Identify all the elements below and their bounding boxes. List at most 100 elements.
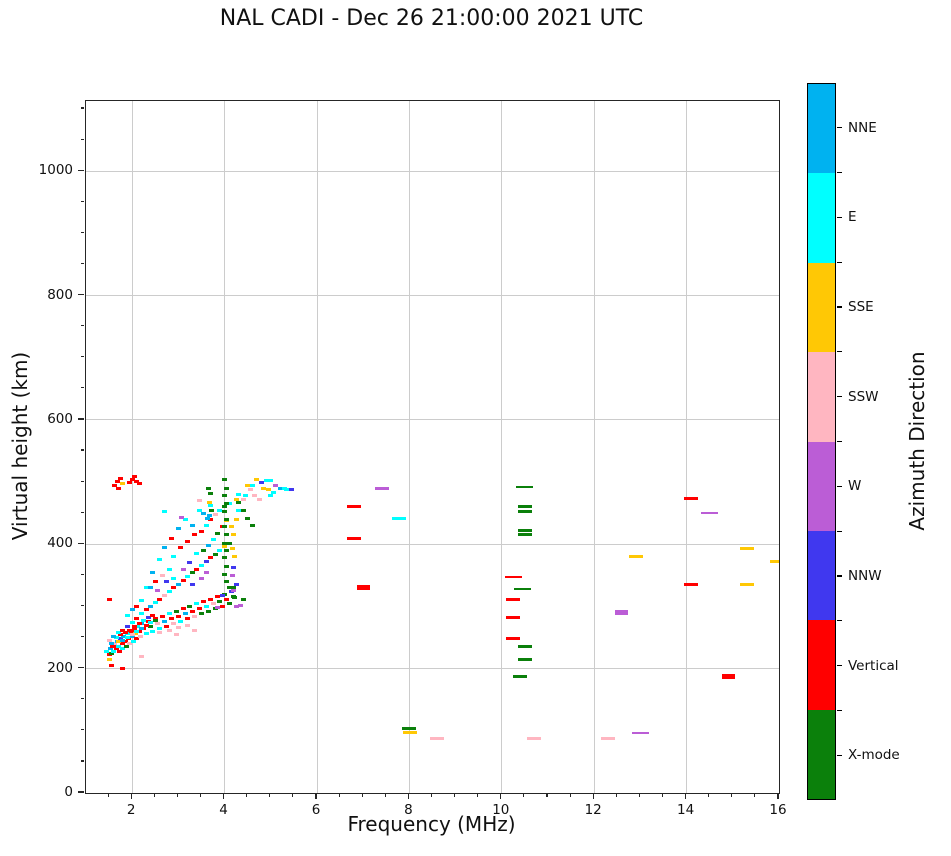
data-point: [116, 649, 122, 653]
data-point: [135, 624, 141, 628]
data-point: [189, 583, 195, 587]
colorbar-segment-vertical: [808, 620, 835, 710]
data-point: [157, 627, 163, 631]
colorbar-boundary-tick: [837, 261, 842, 263]
data-point: [166, 628, 172, 632]
data-point: [189, 571, 195, 575]
data-point: [263, 478, 269, 482]
x-tick-label: 6: [311, 802, 321, 818]
data-point: [222, 545, 228, 549]
data-point: [265, 488, 271, 492]
data-point: [517, 504, 532, 508]
data-point: [152, 618, 158, 622]
data-point: [346, 536, 361, 540]
y-tick-label: 1000: [38, 162, 73, 179]
data-point: [235, 500, 241, 504]
data-point: [106, 657, 112, 661]
data-point: [514, 588, 532, 591]
y-minor-tick: [80, 200, 84, 202]
y-major-tick: [78, 791, 84, 793]
data-point: [210, 602, 216, 606]
data-point: [185, 575, 191, 579]
data-point: [701, 512, 719, 515]
x-tick-label: 12: [584, 802, 602, 818]
data-point: [187, 561, 193, 565]
data-point: [240, 597, 246, 601]
y-gridline: [86, 295, 779, 297]
y-minor-tick: [80, 231, 84, 234]
y-minor-tick: [80, 449, 84, 451]
data-point: [120, 482, 126, 486]
colorbar-category-label: Vertical: [848, 657, 899, 674]
data-point: [138, 626, 144, 630]
data-point: [125, 636, 131, 640]
data-point: [182, 517, 188, 521]
colorbar-center-tick: [837, 485, 842, 487]
data-point: [124, 644, 130, 648]
x-minor-tick: [176, 793, 178, 797]
data-point: [684, 497, 699, 501]
data-point: [166, 590, 172, 594]
colorbar-center-tick: [837, 664, 842, 667]
colorbar-center-tick: [837, 306, 842, 308]
data-point: [201, 549, 207, 553]
x-gridline: [686, 101, 688, 793]
data-point: [125, 624, 131, 628]
y-minor-tick: [80, 760, 84, 762]
data-point: [175, 527, 181, 531]
data-point: [245, 483, 251, 487]
x-gridline: [408, 101, 410, 793]
data-point: [118, 632, 124, 636]
data-point: [127, 642, 133, 646]
data-point: [107, 647, 113, 651]
data-point: [185, 617, 191, 621]
x-major-tick: [407, 793, 409, 799]
data-point: [132, 475, 137, 479]
data-point: [517, 533, 532, 537]
data-point: [120, 647, 126, 651]
y-minor-tick: [80, 138, 84, 140]
colorbar-category-label: X-mode: [848, 747, 900, 764]
data-point: [212, 552, 218, 556]
y-minor-tick: [80, 387, 84, 389]
x-minor-tick: [754, 793, 756, 797]
colorbar-label: Azimuth Direction: [905, 351, 929, 531]
data-point: [114, 480, 120, 483]
data-point: [159, 614, 165, 618]
colorbar-category-label: SSW: [848, 388, 879, 405]
data-point: [224, 533, 230, 537]
data-point: [192, 614, 198, 618]
data-point: [209, 508, 215, 512]
x-major-tick: [130, 793, 132, 799]
x-gridline: [778, 101, 779, 793]
data-point: [238, 603, 244, 607]
data-point: [134, 604, 140, 608]
data-point: [208, 504, 214, 508]
colorbar-category-label: W: [848, 478, 862, 495]
data-point: [233, 498, 239, 502]
y-gridline: [86, 170, 779, 172]
colorbar-boundary-tick: [837, 440, 842, 443]
data-point: [235, 493, 241, 497]
data-point: [108, 651, 114, 655]
data-point: [185, 623, 191, 627]
colorbar-category-label: NNE: [848, 119, 877, 136]
data-point: [224, 486, 230, 490]
data-point: [205, 609, 211, 613]
data-point: [178, 619, 184, 623]
x-minor-tick: [569, 793, 571, 797]
data-point: [232, 554, 238, 558]
data-point: [148, 604, 154, 608]
data-point: [127, 628, 133, 632]
y-major-tick: [78, 169, 84, 171]
data-point: [506, 597, 521, 601]
data-point: [137, 482, 143, 486]
data-point: [222, 556, 228, 560]
data-point: [194, 552, 200, 556]
y-minor-tick: [80, 480, 84, 482]
colorbar-category-label: E: [848, 209, 857, 226]
y-minor-tick: [80, 107, 84, 109]
data-point: [222, 505, 228, 509]
data-point: [155, 589, 161, 593]
x-tick-label: 8: [404, 802, 413, 818]
